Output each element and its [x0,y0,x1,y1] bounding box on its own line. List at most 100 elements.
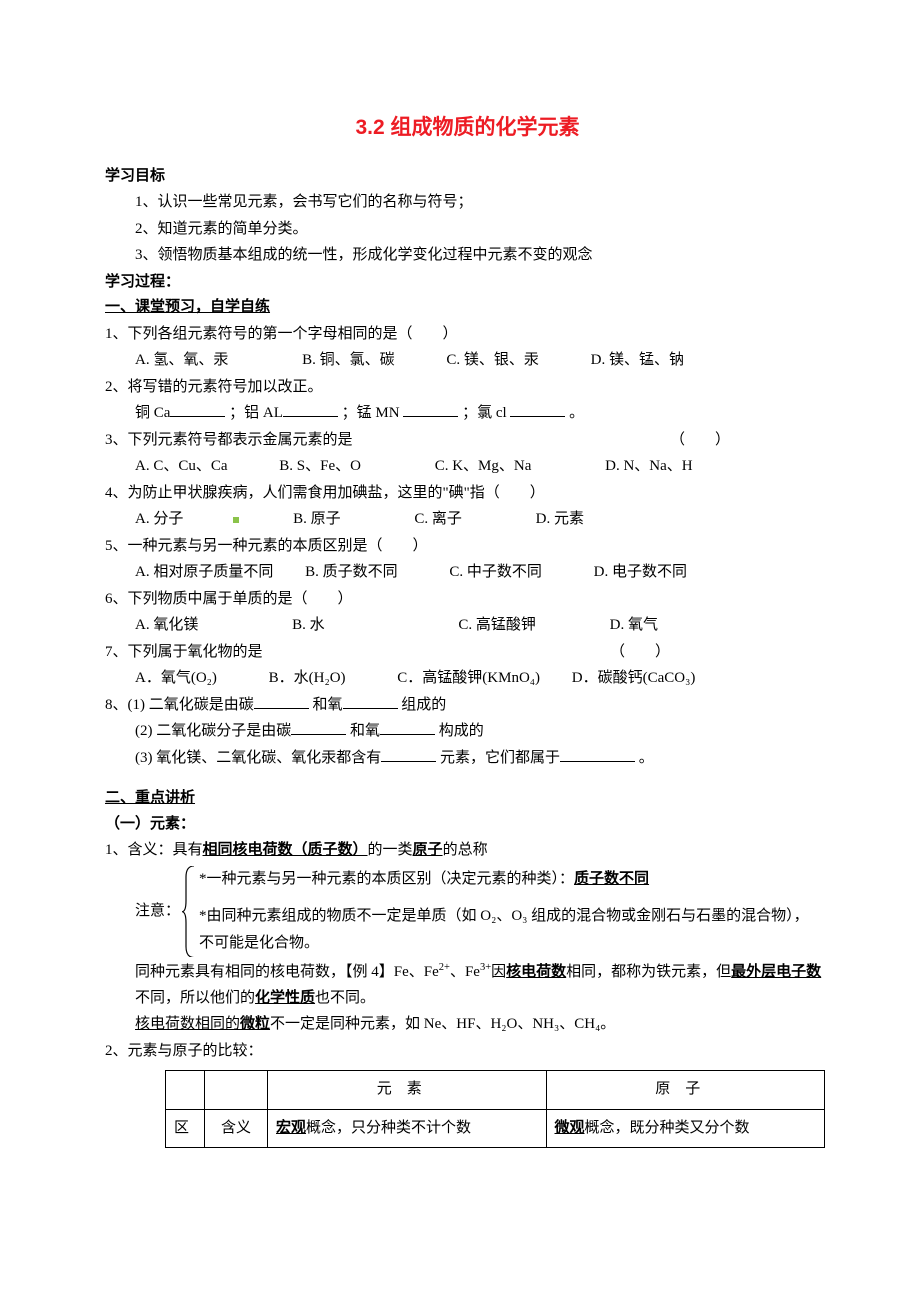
q8-1-b: 和氧 [313,697,343,713]
q8-1-c: 组成的 [401,697,446,713]
q7-opt-a: A．氧气(O₂) [135,670,217,686]
para-1: 同种元素具有相同的核电荷数，【例 4】Fe、Fe2+、Fe3+因核电荷数相同，都… [105,959,830,1011]
q2-p2: ；铝 AL [229,405,283,421]
p1-u2: 最外层电子数 [731,964,821,980]
p1-mid2: 因 [491,964,506,980]
q1-opt-a: A. 氢、氧、汞 [135,352,228,368]
page-title: 3.2 组成物质的化学元素 [105,110,830,146]
q7-stem: 7、下列属于氧化物的是 （ ） [105,640,830,666]
fill-blank [380,719,435,735]
q3-opt-b: B. S、Fe、O [279,458,361,474]
q4-opt-d: D. 元素 [536,511,584,527]
q7-options: A．氧气(O₂) B．水(H₂O) C．高锰酸钾(KMnO₄) D．碳酸钙(Ca… [105,666,830,692]
q1-options: A. 氢、氧、汞 B. 铜、氯、碳 C. 镁、银、汞 D. 镁、锰、钠 [105,348,830,374]
p1-mid1: 、Fe [450,964,480,980]
table-header: 原子 [546,1071,825,1110]
q8-3-c: 。 [639,750,654,766]
q3-opt-d: D. N、Na、H [605,458,693,474]
definition: 1、含义：具有相同核电荷数（质子数）的一类原子的总称 [105,838,830,864]
p1-mid4: 不同，所以他们的 [135,990,255,1006]
table-cell [166,1071,205,1110]
q3-opt-c: C. K、Mg、Na [435,458,532,474]
section-1-header: 一、课堂预习，自学自练 [105,295,830,321]
table-cell: 微观概念，既分种类又分个数 [546,1109,825,1148]
def-u1: 相同核电荷数（质子数） [203,842,368,858]
q8-1-a: 8、(1) 二氧化碳是由碳 [105,697,254,713]
q4-options: A. 分子 B. 原子 C. 离子 D. 元素 [105,507,830,533]
note-label: 注意： [105,866,182,958]
objectives-header: 学习目标 [105,164,830,190]
cmp-header: 2、元素与原子的比较： [105,1039,830,1065]
q5-stem: 5、一种元素与另一种元素的本质区别是（ ） [105,534,830,560]
q1-opt-c: C. 镁、银、汞 [446,352,539,368]
p2-pre: 核电荷数相同的 [135,1016,240,1032]
q7-opt-d: D．碳酸钙(CaCO₃) [572,670,696,686]
q6-opt-b: B. 水 [292,617,325,633]
fill-blank [254,693,309,709]
fill-blank [291,719,346,735]
objective-item: 1、认识一些常见元素，会书写它们的名称与符号； [105,190,830,216]
c1-t: 概念，只分种类不计个数 [306,1120,471,1136]
def-post: 的总称 [443,842,488,858]
def-pre: 1、含义：具有 [105,842,203,858]
fill-blank [510,401,565,417]
p2-b: 微粒 [240,1016,270,1032]
note2-pre: *由同种元素组成的物质不一定是单质（如 O₂、O₃ 组成的混合物或金刚石与石墨的… [199,908,809,924]
note-brace: 注意： *一种元素与另一种元素的本质区别（决定元素的种类）：质子数不同 *由同种… [105,866,830,958]
q8-2-c: 构成的 [439,723,484,739]
table-cell: 区 [166,1109,205,1148]
p1-sup2: 3+ [480,962,491,973]
fill-blank [283,401,338,417]
q8-3-a: (3) 氧化镁、二氧化碳、氧化汞都含有 [135,750,381,766]
process-header: 学习过程： [105,270,830,296]
q4-stem: 4、为防止甲状腺疾病，人们需食用加碘盐，这里的"碘"指（ ） [105,481,830,507]
q5-opt-d: D. 电子数不同 [594,564,687,580]
q3-opt-a: A. C、Cu、Ca [135,458,228,474]
q2-stem: 2、将写错的元素符号加以改正。 [105,375,830,401]
p2-post: 不一定是同种元素，如 Ne、HF、H₂O、NH₃、CH₄。 [270,1016,615,1032]
note-item-2-cont: 不可能是化合物。 [199,931,809,957]
note2-cont: 不可能是化合物。 [199,935,319,951]
para-2: 核电荷数相同的微粒不一定是同种元素，如 Ne、HF、H₂O、NH₃、CH₄。 [105,1012,830,1038]
q2-p1: 铜 Ca [135,405,170,421]
q8-3: (3) 氧化镁、二氧化碳、氧化汞都含有 元素，它们都属于 。 [105,746,830,772]
note-item-2: *由同种元素组成的物质不一定是单质（如 O₂、O₃ 组成的混合物或金刚石与石墨的… [199,904,809,930]
p1-u3: 化学性质 [255,990,315,1006]
q6-opt-a: A. 氧化镁 [135,617,198,633]
objective-item: 2、知道元素的简单分类。 [105,217,830,243]
q5-opt-a: A. 相对原子质量不同 [135,564,273,580]
c1-b: 宏观 [276,1120,306,1136]
q8-2-b: 和氧 [350,723,380,739]
fill-blank [170,401,225,417]
document-page: 3.2 组成物质的化学元素 学习目标 1、认识一些常见元素，会书写它们的名称与符… [0,0,920,1208]
q8-2-a: (2) 二氧化碳分子是由碳 [135,723,291,739]
fill-blank [403,401,458,417]
note-body: *一种元素与另一种元素的本质区别（决定元素的种类）：质子数不同 *由同种元素组成… [196,866,809,958]
q3-stem: 3、下列元素符号都表示金属元素的是 （ ） [105,428,830,454]
p1-pre: 同种元素具有相同的核电荷数，【例 4】Fe、Fe [135,964,439,980]
table-cell: 宏观概念，只分种类不计个数 [268,1109,547,1148]
q8-1: 8、(1) 二氧化碳是由碳 和氧 组成的 [105,693,830,719]
subsection-1: （一）元素： [105,812,830,838]
p1-u1: 核电荷数 [506,964,566,980]
table-row: 元素 原子 [166,1071,825,1110]
q3-paren: （ ） [670,432,730,448]
note1-pre: *一种元素与另一种元素的本质区别（决定元素的种类）： [199,871,574,887]
c2-t: 概念，既分种类又分个数 [585,1120,750,1136]
q5-options: A. 相对原子质量不同 B. 质子数不同 C. 中子数不同 D. 电子数不同 [105,560,830,586]
q1-stem: 1、下列各组元素符号的第一个字母相同的是（ ） [105,322,830,348]
table-cell [205,1071,268,1110]
q4-opt-b: B. 原子 [293,511,341,527]
q3-options: A. C、Cu、Ca B. S、Fe、O C. K、Mg、Na D. N、Na、… [105,454,830,480]
q5-opt-b: B. 质子数不同 [305,564,398,580]
def-u2: 原子 [413,842,443,858]
q2-p3: ；锰 MN [342,405,400,421]
fill-blank [343,693,398,709]
table-row: 区 含义 宏观概念，只分种类不计个数 微观概念，既分种类又分个数 [166,1109,825,1148]
q3-stem-text: 3、下列元素符号都表示金属元素的是 [105,432,353,448]
section-2-header: 二、重点讲析 [105,786,830,812]
q8-2: (2) 二氧化碳分子是由碳 和氧 构成的 [105,719,830,745]
q5-opt-c: C. 中子数不同 [449,564,542,580]
fill-blank [560,746,635,762]
q6-opt-c: C. 高锰酸钾 [458,617,536,633]
